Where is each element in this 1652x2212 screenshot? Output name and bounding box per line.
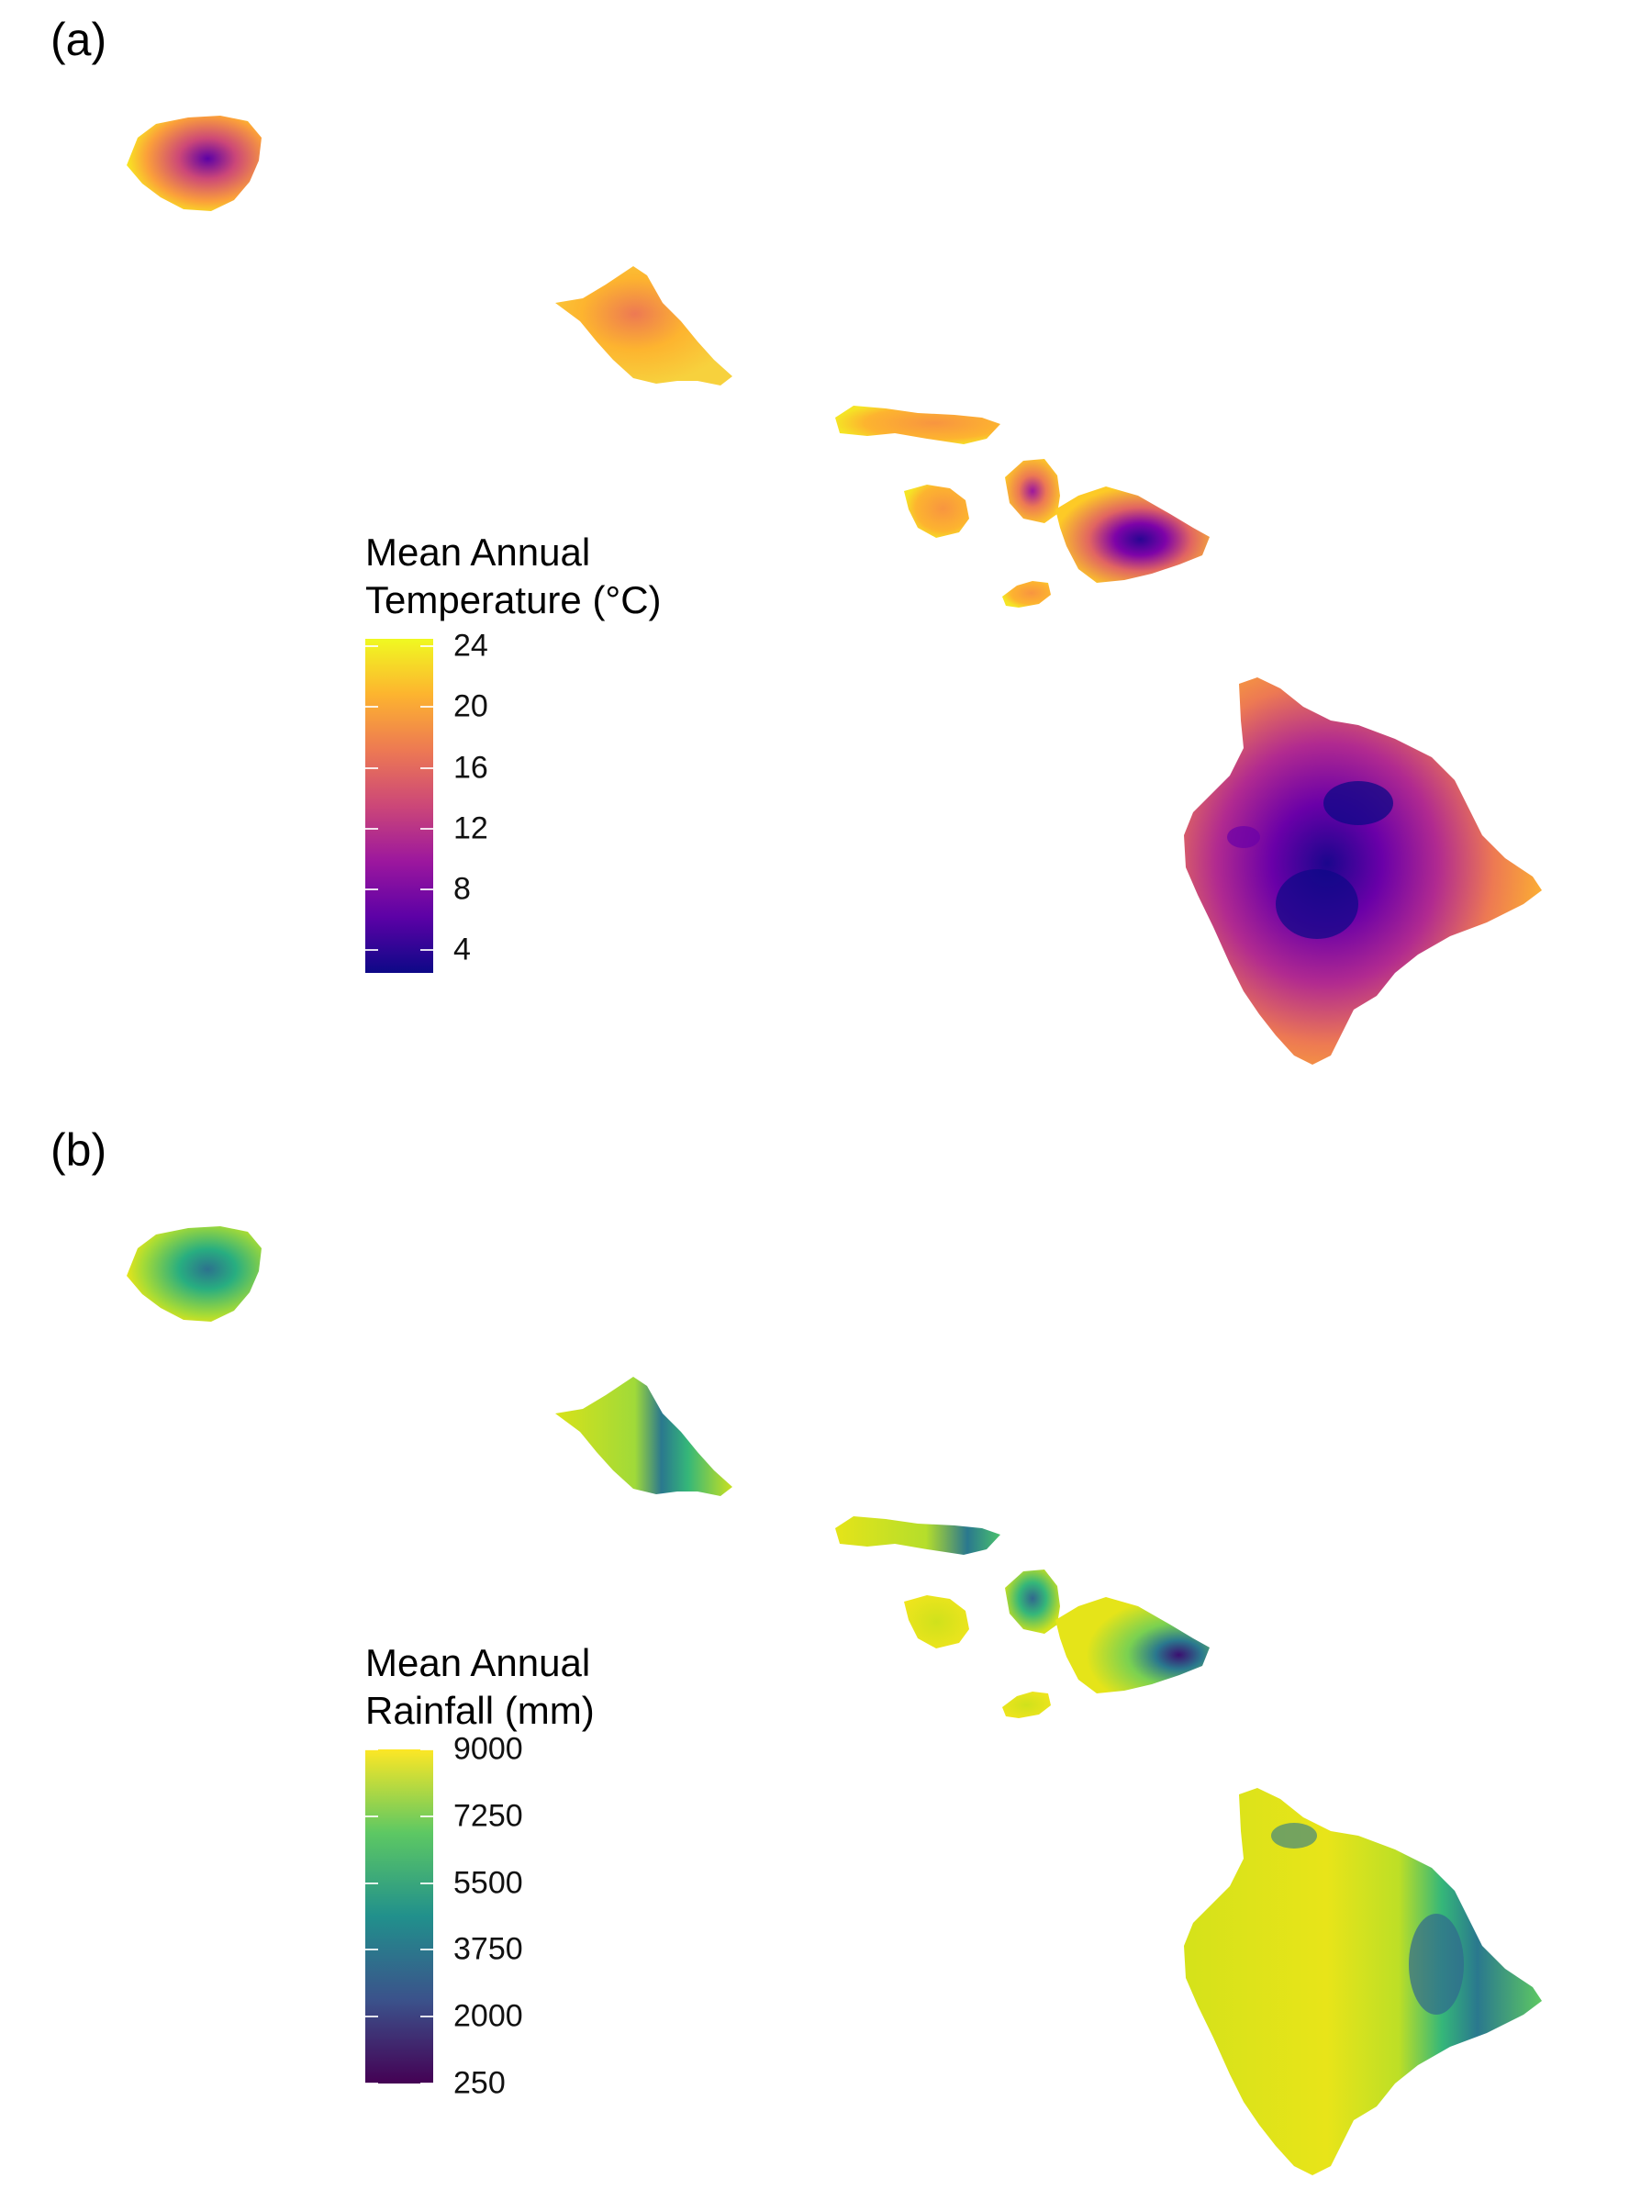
colorbar-tick-label: 20 (453, 688, 488, 724)
legend-title-line2: Temperature (°C) (365, 578, 662, 621)
colorbar-tick-label: 7250 (453, 1798, 523, 1834)
hilo-wet-zone (1409, 1914, 1464, 2015)
oahu-island (555, 1377, 732, 1496)
colorbar-tick-label: 16 (453, 750, 488, 786)
colorbar-tick-label: 9000 (453, 1731, 523, 1767)
panel-label: (b) (50, 1124, 107, 1176)
temperature-map (127, 116, 1542, 1065)
colorbar-tick-label: 12 (453, 810, 488, 846)
colorbar-tick-label: 8 (453, 871, 471, 907)
panel-label: (a) (50, 14, 107, 65)
legend-title-line1: Mean Annual (365, 1641, 591, 1684)
colorbar-tick-label: 3750 (453, 1931, 523, 1967)
west-maui-island (1005, 1570, 1060, 1634)
legend-title: Mean Annual Rainfall (mm) (365, 1639, 641, 1735)
temperature-panel: (a) Mean Annual Temperature (°C) 24 20 16 1… (0, 0, 1652, 1101)
colorbar-tick-label: 24 (453, 628, 488, 664)
kohala-wet-zone (1271, 1823, 1317, 1849)
temperature-legend: Mean Annual Temperature (°C) 24 20 16 12 8 4 (365, 529, 662, 978)
rainfall-panel: (b) Mean Annual Rainfall (mm) 9000 7250 55… (0, 1111, 1652, 2212)
colorbar-gradient (365, 639, 433, 973)
legend-title: Mean Annual Temperature (°C) (365, 529, 662, 624)
kahoolawe-island (1002, 1692, 1051, 1718)
rainfall-legend: Mean Annual Rainfall (mm) 9000 7250 5500 37… (365, 1639, 641, 2101)
lanai-island (904, 1595, 969, 1648)
east-maui-island (1055, 1597, 1210, 1693)
colorbar-tick-label: 4 (453, 932, 471, 967)
kauai-island (127, 1226, 262, 1322)
hualalai-peak (1227, 826, 1260, 848)
oahu-island (555, 266, 732, 385)
molokai-island (835, 1516, 1000, 1555)
kauai-island (127, 116, 262, 211)
colorbar-tick-label: 2000 (453, 1998, 523, 2034)
molokai-island (835, 406, 1000, 444)
hawaii-island (1184, 1788, 1542, 2175)
rainfall-map (127, 1226, 1542, 2175)
mauna-kea-peak (1323, 781, 1393, 825)
colorbar: 9000 7250 5500 3750 2000 250 (365, 1732, 641, 2101)
hawaii-island (1184, 677, 1542, 1065)
east-maui-island (1055, 486, 1210, 583)
lanai-island (904, 485, 969, 538)
west-maui-island (1005, 459, 1060, 523)
legend-title-line2: Rainfall (mm) (365, 1689, 595, 1732)
colorbar: 24 20 16 12 8 4 (365, 629, 641, 978)
kahoolawe-island (1002, 581, 1051, 608)
colorbar-tick-label: 5500 (453, 1865, 523, 1901)
mauna-loa-peak (1276, 869, 1358, 939)
colorbar-gradient (365, 1749, 433, 2084)
colorbar-tick-label: 250 (453, 2065, 506, 2101)
legend-title-line1: Mean Annual (365, 531, 591, 574)
